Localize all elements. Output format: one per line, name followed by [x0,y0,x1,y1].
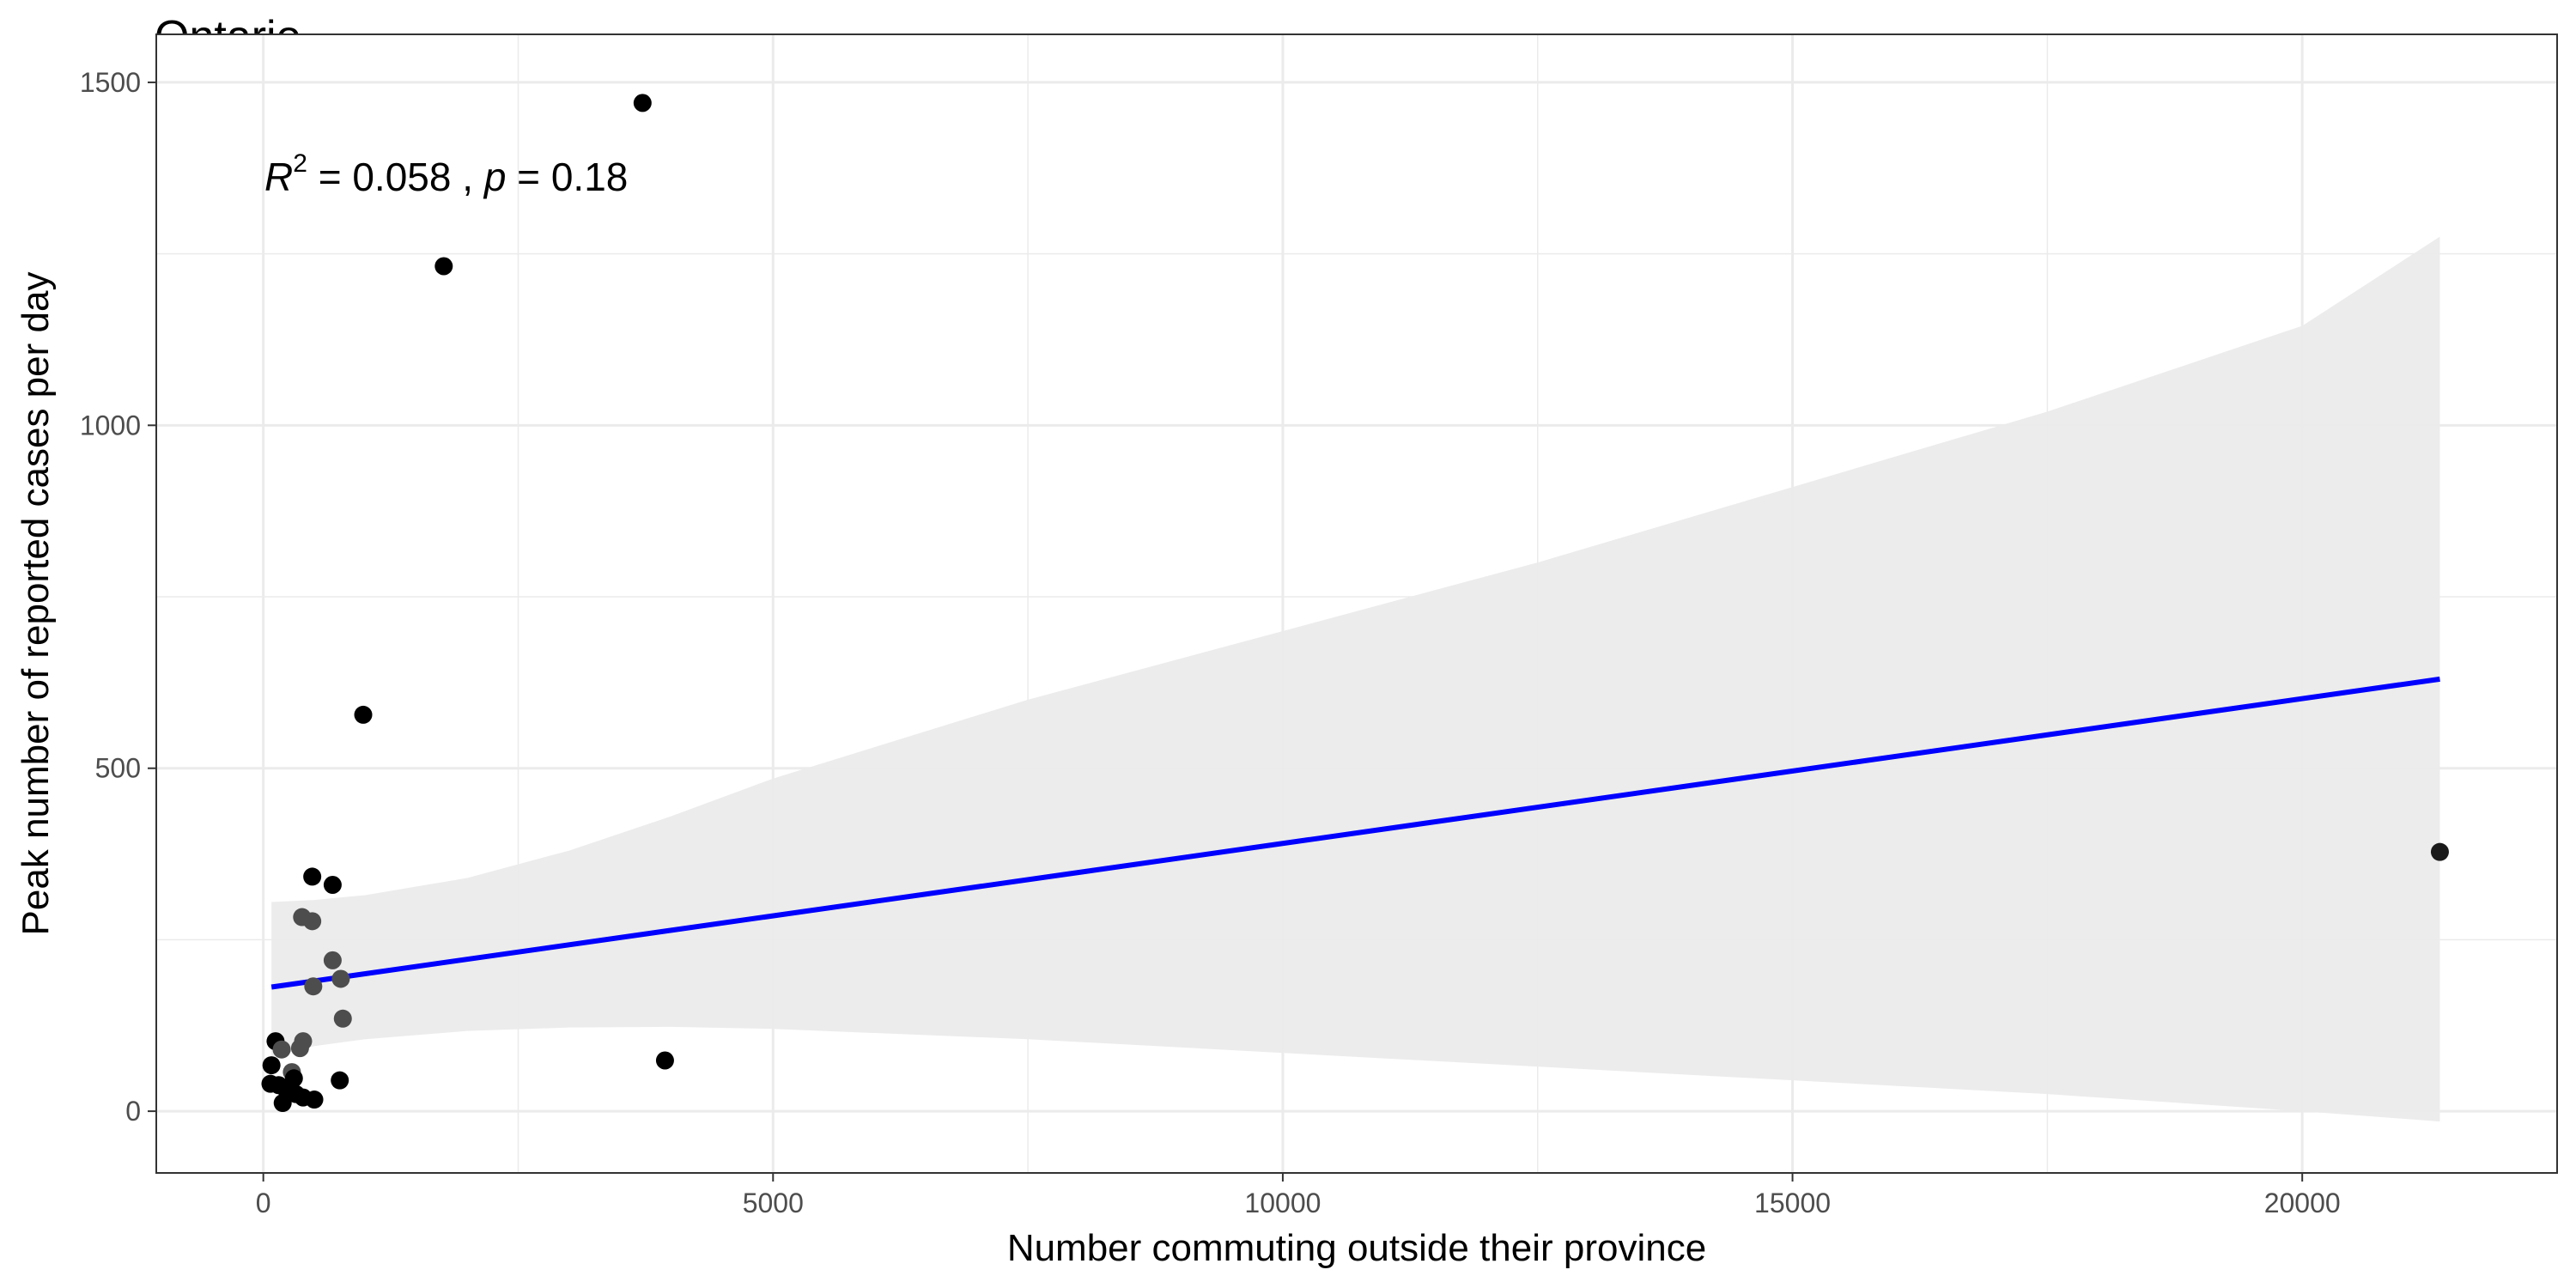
data-points [261,94,2449,1113]
x-tick-label: 20000 [2264,1188,2341,1218]
stats-annotation: R2 = 0.058 , p = 0.18 [264,149,628,199]
data-point [262,1056,281,1075]
y-axis-ticks: 0 500 1000 1500 [80,67,156,1127]
data-point [272,1040,291,1059]
x-axis-title: Number commuting outside their province [1007,1227,1706,1269]
x-tick-label: 0 [256,1188,271,1218]
y-tick-label: 0 [125,1096,141,1127]
y-axis-title: Peak number of reported cases per day [15,272,57,936]
x-axis-ticks: 0 5000 10000 15000 20000 [256,1173,2341,1218]
data-point [323,876,342,895]
y-tick-label: 1000 [80,410,141,440]
data-point [303,867,322,886]
x-tick-label: 15000 [1754,1188,1831,1218]
p-symbol: p [483,155,507,199]
x-tick-label: 10000 [1244,1188,1321,1218]
data-point [633,94,652,112]
data-point [655,1051,674,1070]
confidence-band [271,236,2440,1122]
p-value: = 0.18 [506,155,628,199]
data-point [331,1071,349,1090]
data-point [434,257,453,276]
data-point [2430,842,2449,861]
data-point [333,1009,352,1028]
plot-border [155,33,2558,1174]
data-point [354,705,373,724]
r-exponent: 2 [293,149,307,178]
regression-line [270,676,2440,990]
data-point [273,1094,292,1113]
data-point [331,969,350,988]
y-tick-label: 1500 [80,67,141,98]
data-point [304,977,323,996]
data-point [303,912,322,931]
y-tick-label: 500 [95,753,141,784]
r-value: = 0.058 , [307,155,484,199]
data-point [305,1091,324,1109]
x-tick-label: 5000 [743,1188,804,1218]
data-point [323,951,342,969]
r-symbol: R [264,155,293,199]
data-point [290,1039,309,1058]
